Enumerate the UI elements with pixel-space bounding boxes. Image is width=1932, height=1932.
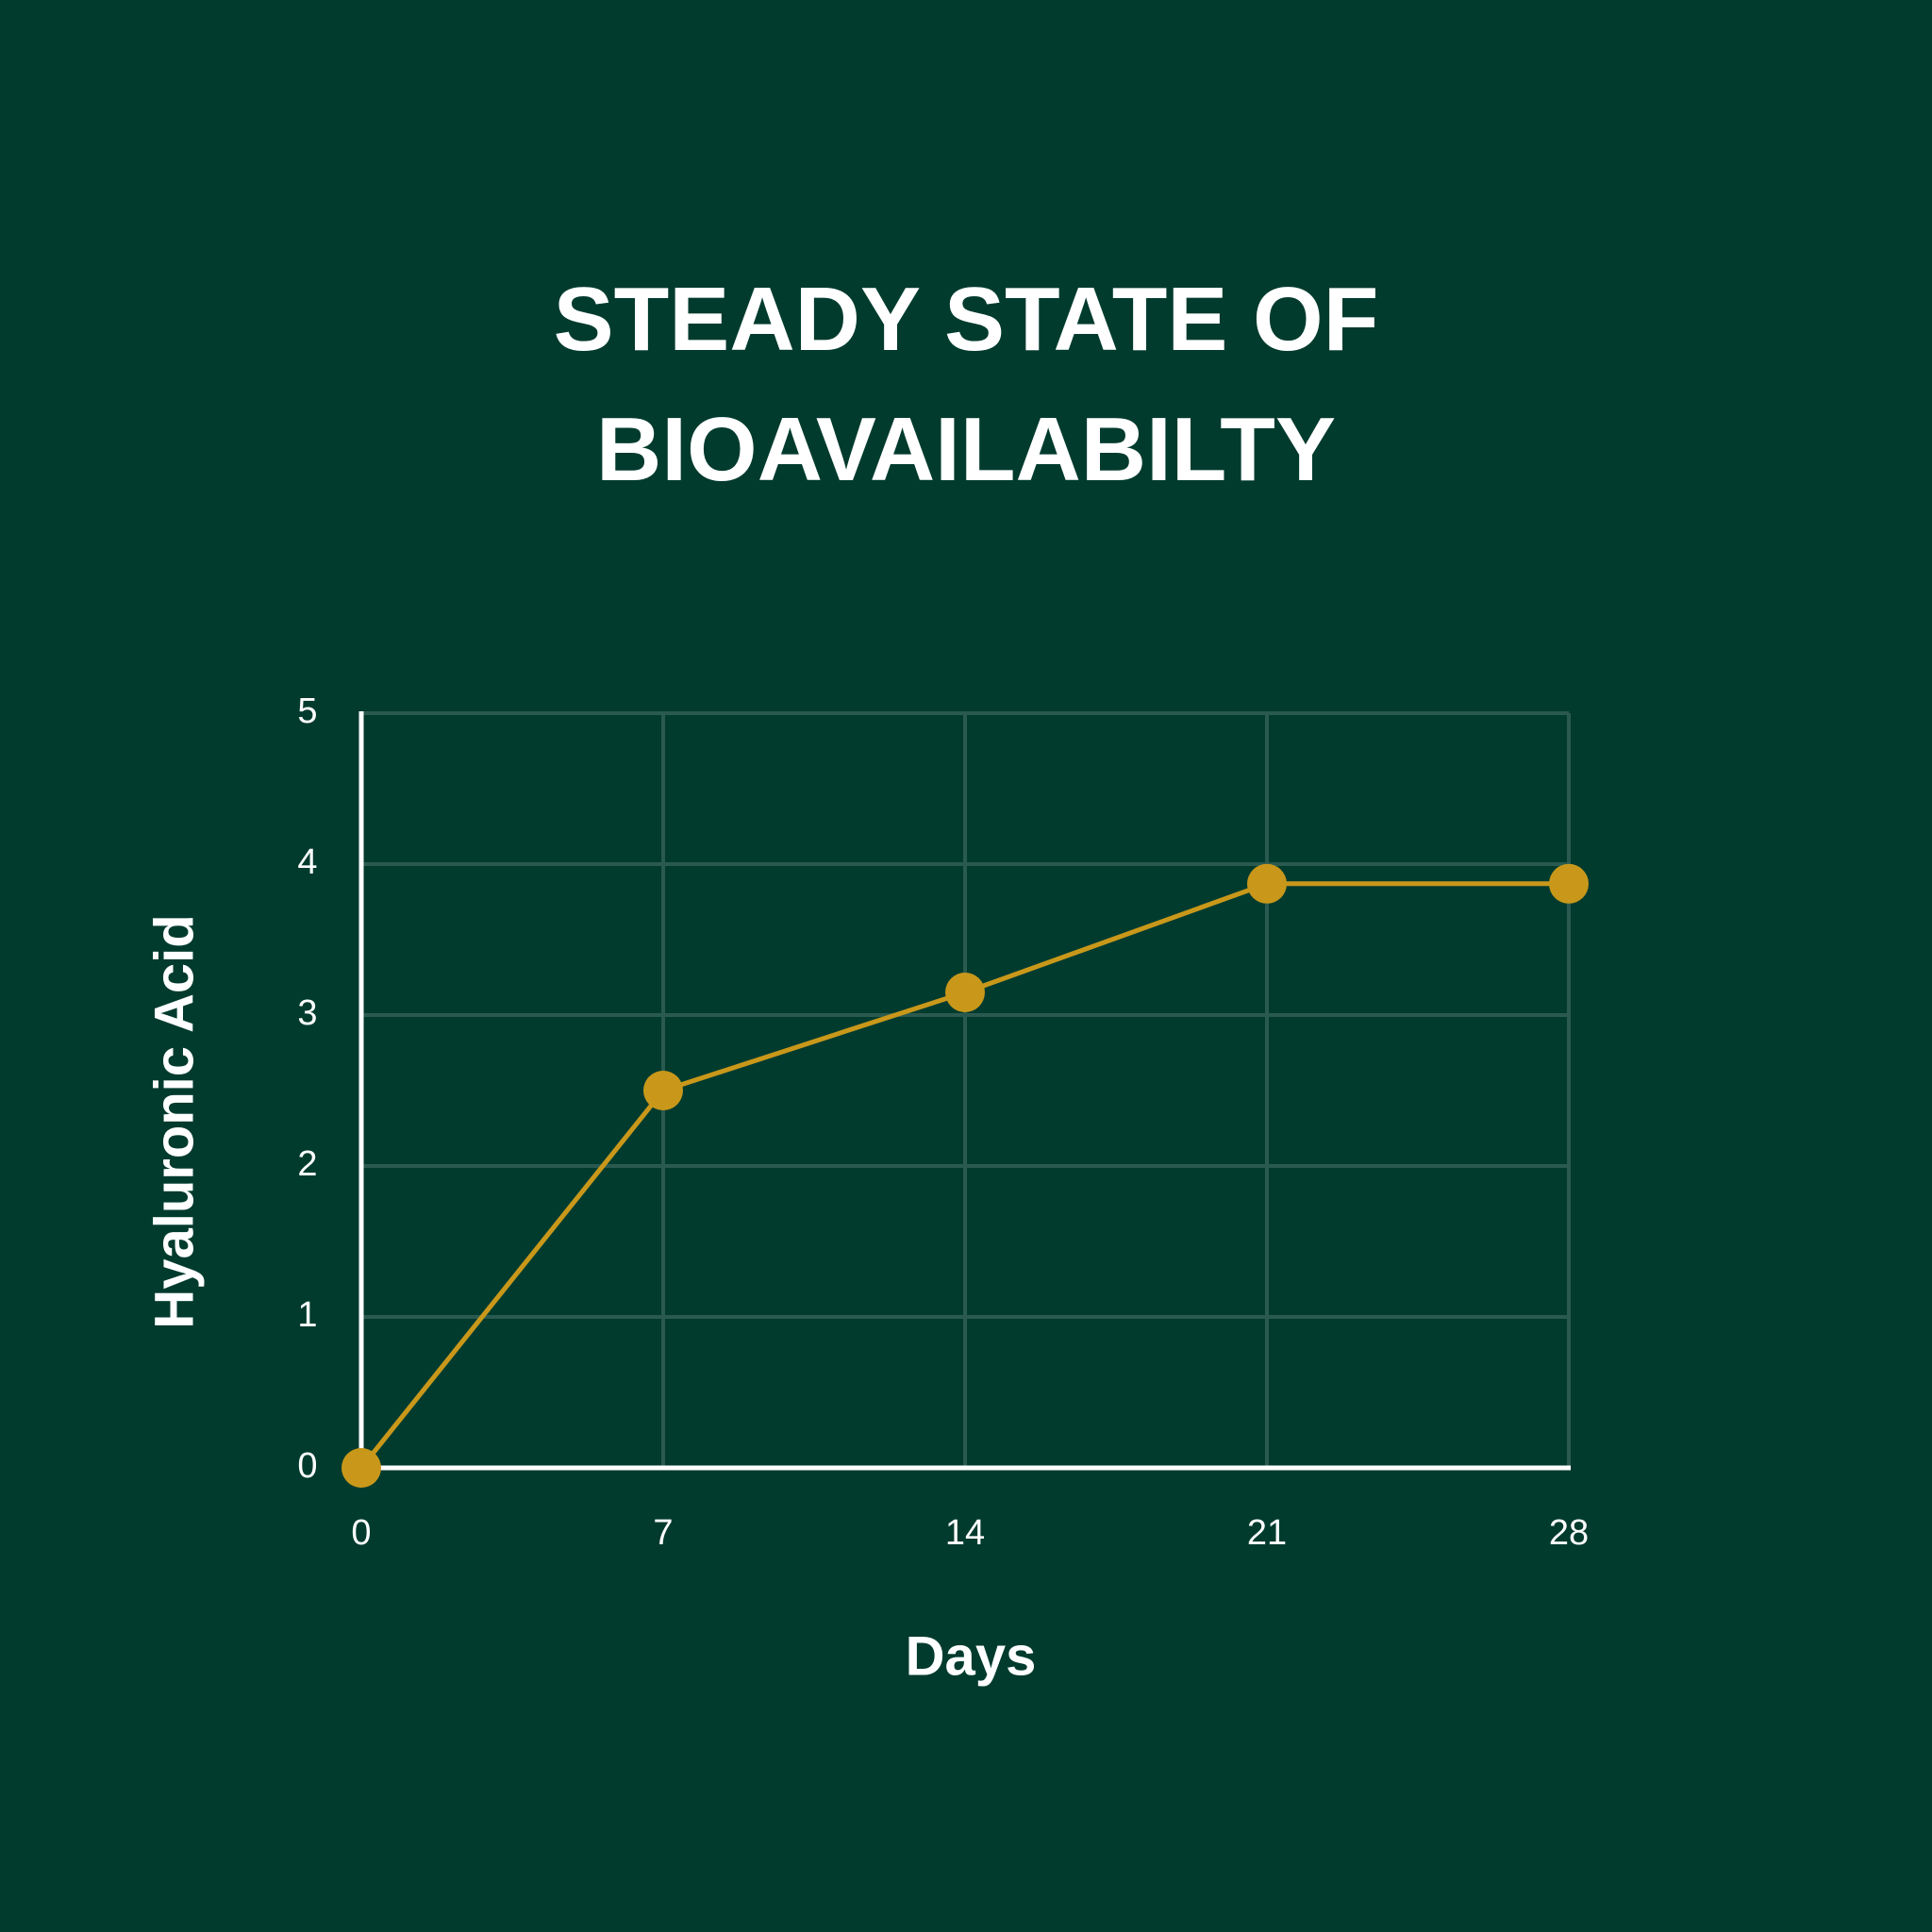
data-point [1247, 863, 1287, 904]
y-tick-label: 1 [297, 1295, 317, 1335]
chart-title: STEADY STATE OF BIOAVAILABILTY [553, 269, 1379, 500]
x-axis-label: Days [906, 1625, 1037, 1687]
x-tick-label: 21 [1247, 1513, 1287, 1553]
data-point [341, 1448, 381, 1488]
y-tick-label: 5 [297, 691, 317, 731]
data-point [643, 1071, 683, 1110]
y-tick-label: 2 [297, 1144, 317, 1184]
x-tick-label: 7 [653, 1513, 673, 1553]
data-point [945, 973, 985, 1012]
y-axis-label: Hyaluronic Acid [143, 914, 205, 1328]
y-tick-label: 0 [297, 1446, 317, 1486]
y-tick-label: 3 [297, 993, 317, 1033]
x-tick-label: 0 [351, 1513, 371, 1553]
x-tick-label: 28 [1549, 1513, 1589, 1553]
data-point [1549, 863, 1589, 904]
y-tick-label: 4 [297, 842, 317, 882]
x-tick-label: 14 [945, 1513, 985, 1553]
